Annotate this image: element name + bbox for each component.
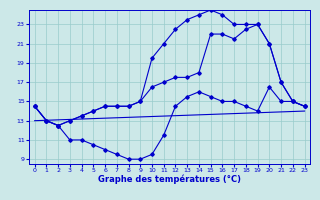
X-axis label: Graphe des températures (°C): Graphe des températures (°C) [98,175,241,184]
